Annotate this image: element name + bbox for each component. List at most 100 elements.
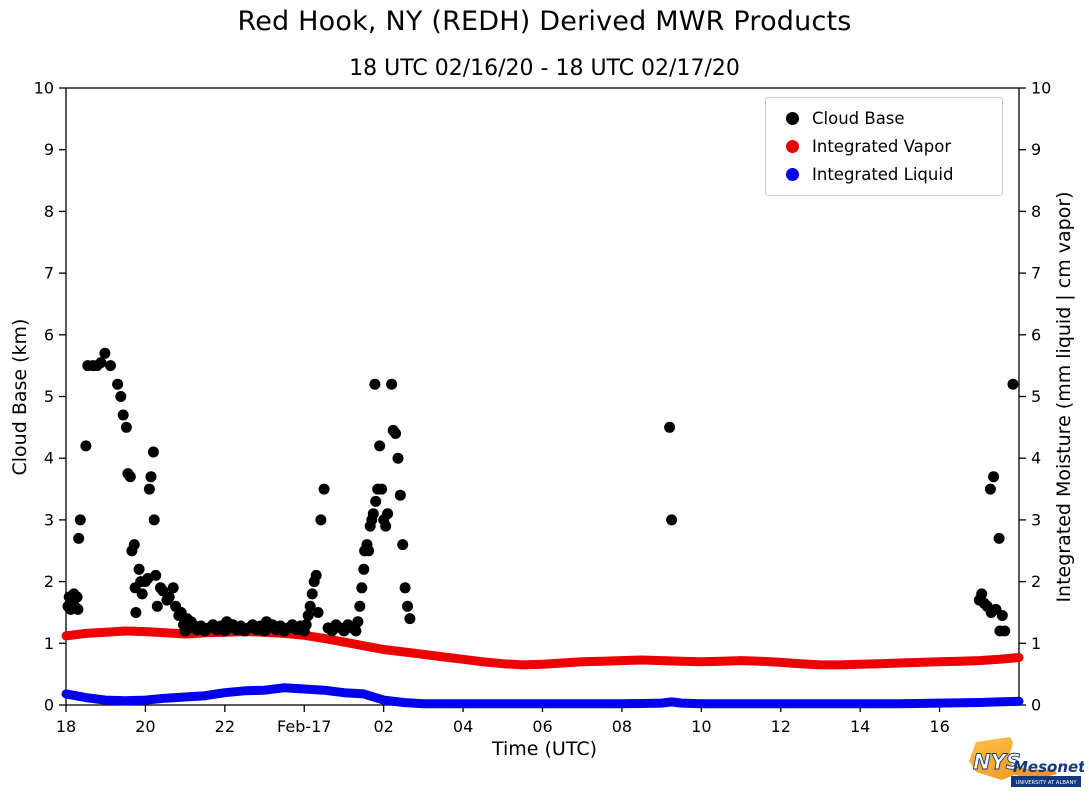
chart-title: Red Hook, NY (REDH) Derived MWR Products [237, 6, 852, 37]
legend-label: Integrated Vapor [812, 137, 952, 156]
cloud-base-point [399, 582, 411, 594]
cloud-base-point [120, 421, 132, 433]
y-tick-label-right: 9 [1031, 140, 1041, 159]
cloud-base-point [130, 607, 142, 618]
y-tick-label-left: 1 [44, 634, 54, 653]
left-axis-label: Cloud Base (km) [9, 318, 31, 476]
legend-entry-integrated-vapor: Integrated Vapor [778, 137, 1002, 156]
cloud-base-point [984, 483, 996, 495]
x-tick-label: 20 [135, 717, 155, 736]
right-axis-label: Integrated Moisture (mm liquid | cm vapo… [1053, 191, 1075, 603]
cloud-base-point [369, 378, 381, 390]
y-tick-label-right: 5 [1031, 387, 1041, 406]
cloud-base-point [80, 440, 92, 452]
y-tick-label-left: 9 [44, 140, 54, 159]
y-tick-label-right: 4 [1031, 449, 1041, 468]
y-tick-label-right: 8 [1031, 202, 1041, 221]
x-tick-label: 14 [850, 717, 870, 736]
cloud-base-point [143, 483, 155, 495]
cloud-base-point [996, 610, 1008, 621]
cloud-base-point [71, 591, 83, 603]
cloud-base-point [302, 610, 314, 621]
y-tick-label-right: 6 [1031, 325, 1041, 344]
cloud-base-point [999, 625, 1011, 637]
y-tick-label-left: 7 [44, 264, 54, 283]
cloud-base-point [300, 619, 312, 631]
legend: Cloud Base Integrated Vapor Integrated L… [765, 97, 1003, 196]
cloud-base-point [664, 421, 676, 433]
cloud-base-point [370, 495, 382, 507]
cloud-base-marker-icon [786, 112, 799, 125]
x-tick-label: 16 [929, 717, 949, 736]
x-axis-label: Time (UTC) [491, 738, 598, 760]
x-tick-label: 02 [373, 717, 393, 736]
cloud-base-point [993, 532, 1005, 544]
x-tick-label: 18 [56, 717, 76, 736]
y-tick-label-left: 3 [44, 510, 54, 529]
cloud-base-point [1007, 378, 1019, 390]
cloud-base-point [382, 508, 394, 520]
cloud-base-point [380, 520, 392, 532]
x-tick-label: 04 [453, 717, 473, 736]
y-tick-label-left: 6 [44, 325, 54, 344]
y-tick-label-left: 4 [44, 449, 54, 468]
cloud-base-point [105, 360, 116, 372]
cloud-base-point [163, 591, 175, 603]
y-tick-label-right: 1 [1031, 634, 1041, 653]
cloud-base-point [147, 446, 159, 458]
cloud-base-point [150, 569, 162, 581]
legend-label: Integrated Liquid [812, 165, 954, 184]
y-tick-label-right: 3 [1031, 510, 1041, 529]
cloud-base-point [133, 563, 145, 575]
logo-banner [1011, 776, 1081, 787]
chart-subtitle: 18 UTC 02/16/20 - 18 UTC 02/17/20 [349, 56, 740, 81]
integrated-liquid-marker-icon [786, 168, 799, 181]
cloud-base-point [315, 514, 327, 526]
cloud-base-point [115, 391, 127, 402]
y-tick-label-left: 8 [44, 202, 54, 221]
x-tick-label: 12 [771, 717, 791, 736]
cloud-base-point [988, 471, 1000, 483]
x-tick-label: 08 [612, 717, 632, 736]
integrated-vapor-marker-icon [786, 140, 799, 153]
cloud-base-point [363, 545, 375, 557]
nys-mesonet-logo: NYS Mesonet UNIVERSITY AT ALBANY [969, 737, 1084, 787]
cloud-base-point [358, 563, 370, 575]
cloud-base-point [128, 539, 140, 551]
cloud-base-point [352, 616, 364, 628]
cloud-base-point [304, 600, 316, 612]
cloud-base-point [367, 508, 379, 520]
cloud-base-point [124, 471, 136, 483]
logo-subtext: UNIVERSITY AT ALBANY [1015, 780, 1077, 786]
y-tick-label-right: 10 [1031, 79, 1051, 98]
cloud-base-point [95, 357, 107, 369]
x-tick-label: Feb-17 [277, 717, 331, 736]
y-tick-label-right: 0 [1031, 696, 1041, 715]
cloud-base-point [390, 428, 402, 439]
cloud-base-point [318, 483, 330, 495]
integrated-liquid-series [61, 683, 1024, 709]
x-tick-label: 10 [691, 717, 711, 736]
cloud-base-point [151, 600, 163, 612]
cloud-base-point [145, 471, 157, 483]
y-tick-label-left: 10 [34, 79, 54, 98]
cloud-base-point [310, 569, 322, 581]
x-tick-label: 06 [532, 717, 552, 736]
cloud-base-point [148, 514, 160, 526]
legend-label: Cloud Base [812, 109, 905, 128]
cloud-base-point [374, 440, 386, 452]
y-tick-label-right: 7 [1031, 264, 1041, 283]
cloud-base-point [386, 378, 398, 390]
y-tick-label-left: 2 [44, 572, 54, 591]
cloud-base-point [354, 600, 366, 612]
logo-mesonet-text: Mesonet [1013, 758, 1084, 776]
integrated-vapor-series [61, 626, 1024, 670]
cloud-base-point [404, 613, 416, 625]
cloud-base-point [397, 539, 409, 551]
x-tick-label: 22 [215, 717, 235, 736]
cloud-base-point [402, 600, 413, 612]
logo-nys-text: NYS [973, 750, 1021, 774]
cloud-base-point [72, 603, 84, 615]
